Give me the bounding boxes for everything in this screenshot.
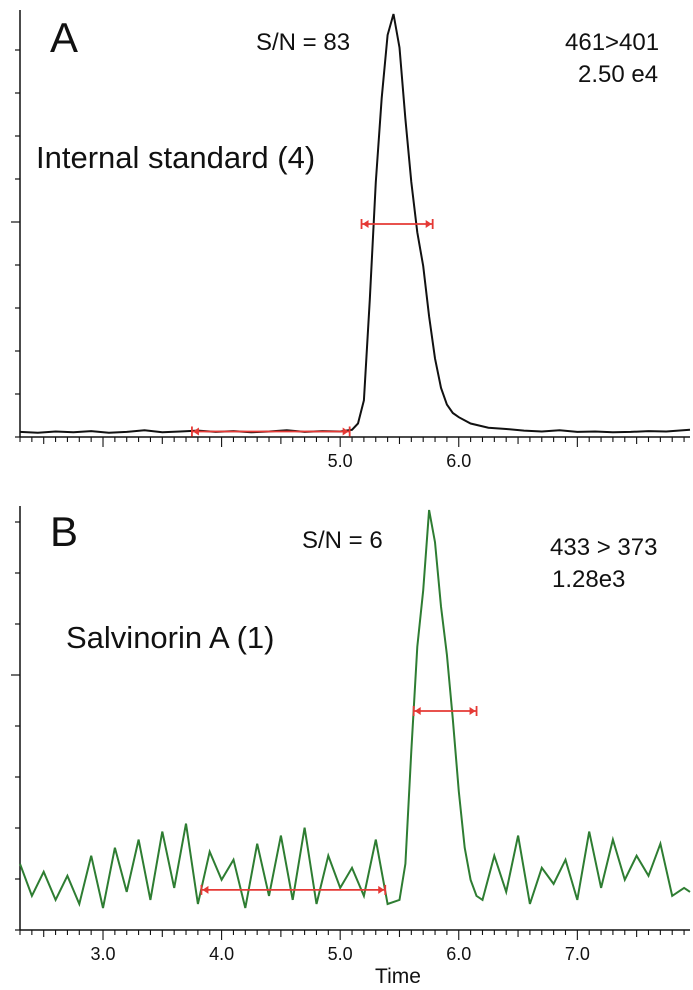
panel-b-noise-marker-arrow-right — [378, 885, 385, 894]
panel-b-noise-marker-arrow-left — [202, 885, 209, 894]
panel-a-x-tick-label: 5.0 — [328, 451, 353, 471]
panel-b-trace — [19, 509, 691, 909]
panel-b-intensity: 1.28e3 — [552, 566, 625, 593]
panel-a-compound-label: Internal standard (4) — [36, 140, 315, 175]
panel-a-fwhm-marker-arrow-right — [425, 220, 432, 228]
panel-b-sn-label: S/N = 6 — [302, 527, 383, 554]
panel-b-x-tick-label: 3.0 — [90, 944, 115, 964]
panel-b-noise-marker — [200, 884, 387, 895]
panel-b-x-tick-label: 5.0 — [328, 944, 353, 964]
panel-a-letter: A — [50, 14, 78, 61]
panel-b-x-tick-label: 7.0 — [565, 944, 590, 964]
panel-a-transition: 461>401 — [565, 29, 659, 56]
panel-a-noise-marker — [191, 426, 351, 437]
panel-a: 5.0 6.0 A S/N = 83 461>401 2.50 e4 Intern… — [11, 10, 691, 471]
panel-b-transition: 433 > 373 — [550, 534, 657, 561]
panel-a-intensity: 2.50 e4 — [578, 61, 658, 88]
panel-a-y-axis — [11, 10, 21, 438]
panel-b: 3.0 4.0 5.0 6.0 7.0 B S/N = 6 433 > 373 1.28… — [11, 506, 691, 988]
panel-a-x-axis: 5.0 6.0 — [19, 436, 690, 471]
panel-a-sn-label: S/N = 83 — [256, 29, 350, 56]
panel-b-fwhm-marker-arrow-left — [414, 707, 421, 715]
panel-a-trace — [19, 13, 691, 434]
panel-b-fwhm-marker-arrow-right — [469, 707, 476, 715]
panel-b-x-tick-label: 4.0 — [209, 944, 234, 964]
panel-b-compound-label: Salvinorin A (1) — [66, 620, 275, 655]
panel-b-x-axis: 3.0 4.0 5.0 6.0 7.0 — [19, 929, 690, 964]
panel-a-fwhm-marker-arrow-left — [362, 220, 369, 228]
panel-b-fwhm-marker — [412, 706, 478, 716]
panel-a-x-tick-label: 6.0 — [446, 451, 471, 471]
panel-a-fwhm-marker — [360, 219, 434, 229]
panel-b-x-tick-label: 6.0 — [446, 944, 471, 964]
panel-a-noise-marker-arrow-left — [192, 427, 199, 436]
panel-a-noise-marker-arrow-right — [342, 427, 349, 436]
panel-b-x-axis-title: Time — [375, 965, 421, 988]
panel-b-y-axis — [11, 506, 21, 931]
panel-b-letter: B — [50, 508, 78, 555]
